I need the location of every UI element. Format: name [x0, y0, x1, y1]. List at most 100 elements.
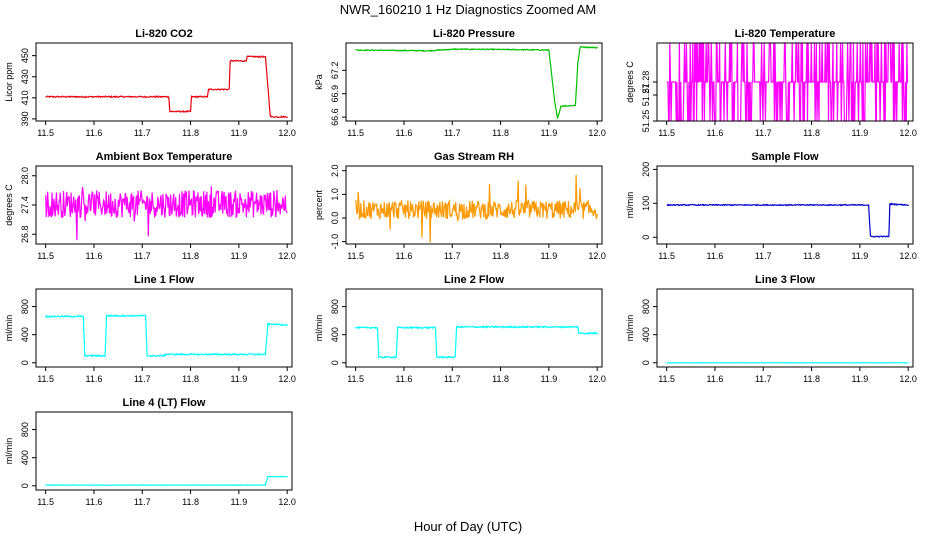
x-tick-label: 11.5 — [658, 251, 675, 261]
x-tick-label: 11.7 — [755, 128, 772, 138]
x-tick-label: 11.9 — [540, 128, 557, 138]
x-tick-label: 11.9 — [540, 251, 557, 261]
y-tick-label: 0 — [641, 235, 651, 240]
x-tick-label: 11.6 — [86, 497, 103, 507]
y-axis-label: ml/min — [4, 438, 14, 465]
panel-title: Li-820 Pressure — [433, 28, 515, 40]
y-axis-label: Licor ppm — [4, 62, 14, 102]
y-tick-label: 200 — [641, 162, 651, 177]
series-line — [666, 42, 909, 122]
plot-frame — [345, 42, 603, 122]
y-tick-label: 27.4 — [20, 196, 30, 214]
x-tick-label: 11.6 — [86, 251, 103, 261]
y-axis-label: degrees C — [4, 184, 14, 226]
x-tick-label: 11.8 — [803, 374, 820, 384]
x-tick-label: 11.9 — [851, 374, 868, 384]
x-tick-label: 11.8 — [803, 251, 820, 261]
x-tick-label: 11.8 — [182, 251, 199, 261]
x-tick-label: 11.6 — [707, 128, 724, 138]
y-tick-label: 51.25 — [641, 110, 651, 133]
plot-frame — [656, 288, 914, 368]
x-tick-label: 11.7 — [134, 374, 151, 384]
y-axis-label: ml/min — [4, 315, 14, 342]
series-line — [355, 45, 598, 119]
y-tick-label: 67.2 — [330, 62, 340, 80]
panel-6: Line 1 Flow 11.5 11.6 11.7 11.8 11.9 12.0 0 400 8… — [4, 274, 296, 384]
figure-title: NWR_160210 1 Hz Diagnostics Zoomed AM — [340, 2, 597, 17]
x-tick-label: 12.0 — [278, 128, 296, 138]
panels: Li-820 CO2 11.5 11.6 11.7 11.8 11.9 12.0 390 410… — [4, 28, 917, 507]
x-tick-label: 11.8 — [492, 128, 509, 138]
y-tick-label: 26.8 — [20, 225, 30, 243]
plot-frame — [345, 165, 603, 245]
series-line — [666, 202, 909, 238]
y-tick-label: 800 — [641, 299, 651, 314]
y-tick-label: 0 — [641, 360, 651, 365]
panel-5: Sample Flow 11.5 11.6 11.7 11.8 11.9 12.0 0 100 2… — [625, 151, 917, 261]
y-tick-label: 0.0 — [330, 212, 340, 225]
x-tick-label: 11.6 — [396, 251, 413, 261]
x-tick-label: 11.5 — [37, 251, 54, 261]
panel-title: Line 2 Flow — [444, 274, 504, 286]
x-tick-label: 11.7 — [134, 128, 151, 138]
x-tick-label: 12.0 — [899, 374, 917, 384]
x-tick-label: 11.5 — [347, 251, 364, 261]
x-tick-label: 11.9 — [851, 251, 868, 261]
x-tick-label: 11.7 — [134, 497, 151, 507]
y-tick-label: 450 — [20, 48, 30, 63]
y-tick-label: 400 — [20, 327, 30, 342]
y-tick-label: 0 — [20, 483, 30, 488]
y-tick-label: 66.9 — [330, 85, 340, 103]
plot-frame — [35, 42, 293, 122]
panel-1: Li-820 Pressure 11.5 11.6 11.7 11.8 11.9 12.0 6… — [314, 28, 606, 138]
x-tick-label: 11.6 — [396, 374, 413, 384]
x-tick-label: 11.6 — [707, 251, 724, 261]
y-tick-label: 1.0 — [330, 188, 340, 201]
x-tick-label: 11.8 — [182, 497, 199, 507]
y-axis-label: percent — [314, 189, 324, 220]
x-tick-label: 12.0 — [278, 251, 296, 261]
y-tick-label: 400 — [641, 327, 651, 342]
x-tick-label: 11.6 — [86, 128, 103, 138]
y-axis-label: ml/min — [625, 315, 635, 342]
x-tick-label: 11.8 — [492, 251, 509, 261]
x-tick-label: 11.8 — [803, 128, 820, 138]
x-tick-label: 11.5 — [37, 497, 54, 507]
x-tick-label: 11.8 — [182, 128, 199, 138]
panel-9: Line 4 (LT) Flow 11.5 11.6 11.7 11.8 11.9 12.0… — [4, 397, 296, 507]
y-tick-label: 430 — [20, 69, 30, 84]
y-tick-label: 800 — [20, 299, 30, 314]
y-tick-label: 400 — [20, 450, 30, 465]
x-tick-label: 12.0 — [278, 374, 296, 384]
x-tick-label: 11.7 — [444, 128, 461, 138]
x-tick-label: 11.5 — [37, 128, 54, 138]
x-tick-label: 11.6 — [396, 128, 413, 138]
y-tick-label: 2.0 — [330, 164, 340, 177]
panel-title: Ambient Box Temperature — [96, 151, 233, 163]
x-tick-label: 11.8 — [182, 374, 199, 384]
panel-title: Line 1 Flow — [134, 274, 194, 286]
panel-title: Gas Stream RH — [434, 151, 514, 163]
y-tick-label: 100 — [641, 196, 651, 211]
series-line — [355, 325, 598, 360]
x-tick-label: 12.0 — [899, 128, 917, 138]
panel-8: Line 3 Flow 11.5 11.6 11.7 11.8 11.9 12.0 0 400 8… — [625, 274, 917, 384]
x-tick-label: 12.0 — [278, 497, 296, 507]
plot-frame — [35, 288, 293, 368]
plot-frame — [35, 411, 293, 491]
y-tick-label: 400 — [330, 327, 340, 342]
x-tick-label: 11.5 — [347, 128, 364, 138]
y-axis-label: degrees C — [625, 61, 635, 103]
x-tick-label: 11.9 — [851, 128, 868, 138]
x-tick-label: 11.9 — [230, 497, 247, 507]
x-tick-label: 11.7 — [444, 251, 461, 261]
x-tick-label: 11.9 — [540, 374, 557, 384]
panel-title: Sample Flow — [751, 151, 819, 163]
x-tick-label: 11.5 — [658, 374, 675, 384]
x-tick-label: 12.0 — [588, 374, 606, 384]
panel-title: Line 4 (LT) Flow — [123, 397, 206, 409]
panel-title: Li-820 CO2 — [135, 28, 192, 40]
y-tick-label: 66.6 — [330, 108, 340, 126]
x-tick-label: 11.5 — [37, 374, 54, 384]
